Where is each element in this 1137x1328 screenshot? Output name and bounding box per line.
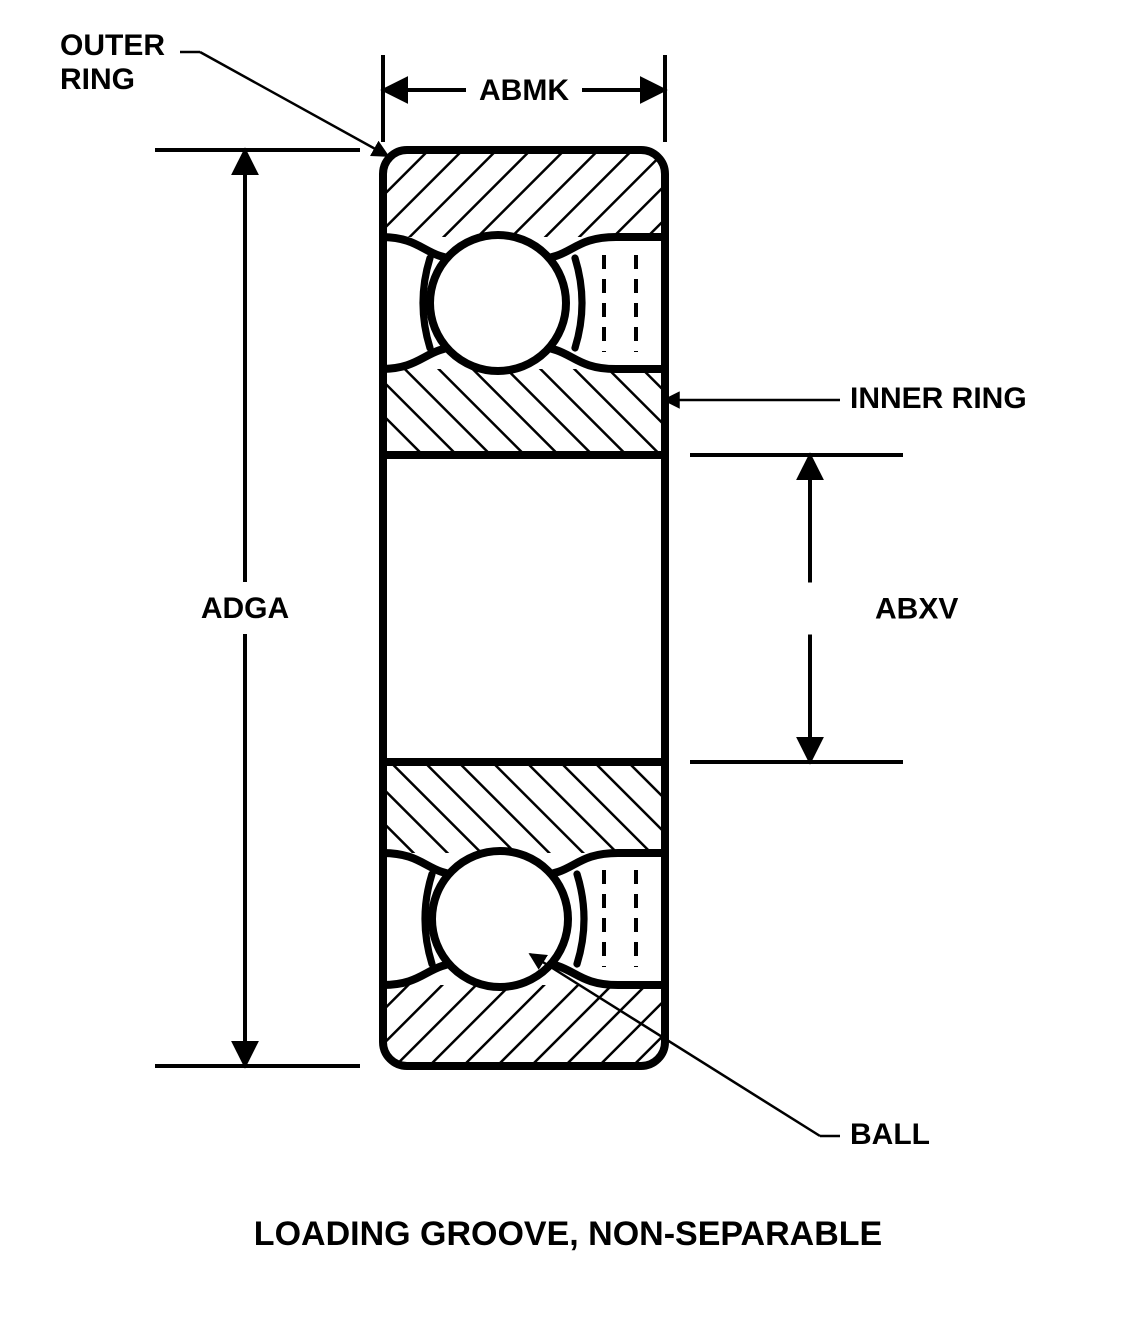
caption: LOADING GROOVE, NON-SEPARABLE — [254, 1215, 882, 1253]
ball-upper — [430, 235, 566, 371]
label-outer-ring-1: OUTER — [60, 29, 165, 62]
dim-abmk-label: ABMK — [479, 74, 569, 107]
dim-adga-label: ADGA — [201, 592, 289, 625]
label-inner-ring: INNER RING — [850, 382, 1027, 415]
ball-lower — [432, 851, 568, 987]
label-outer-ring-2: RING — [60, 63, 135, 96]
label-ball: BALL — [850, 1118, 930, 1151]
dim-abxv-label: ABXV — [875, 593, 958, 626]
